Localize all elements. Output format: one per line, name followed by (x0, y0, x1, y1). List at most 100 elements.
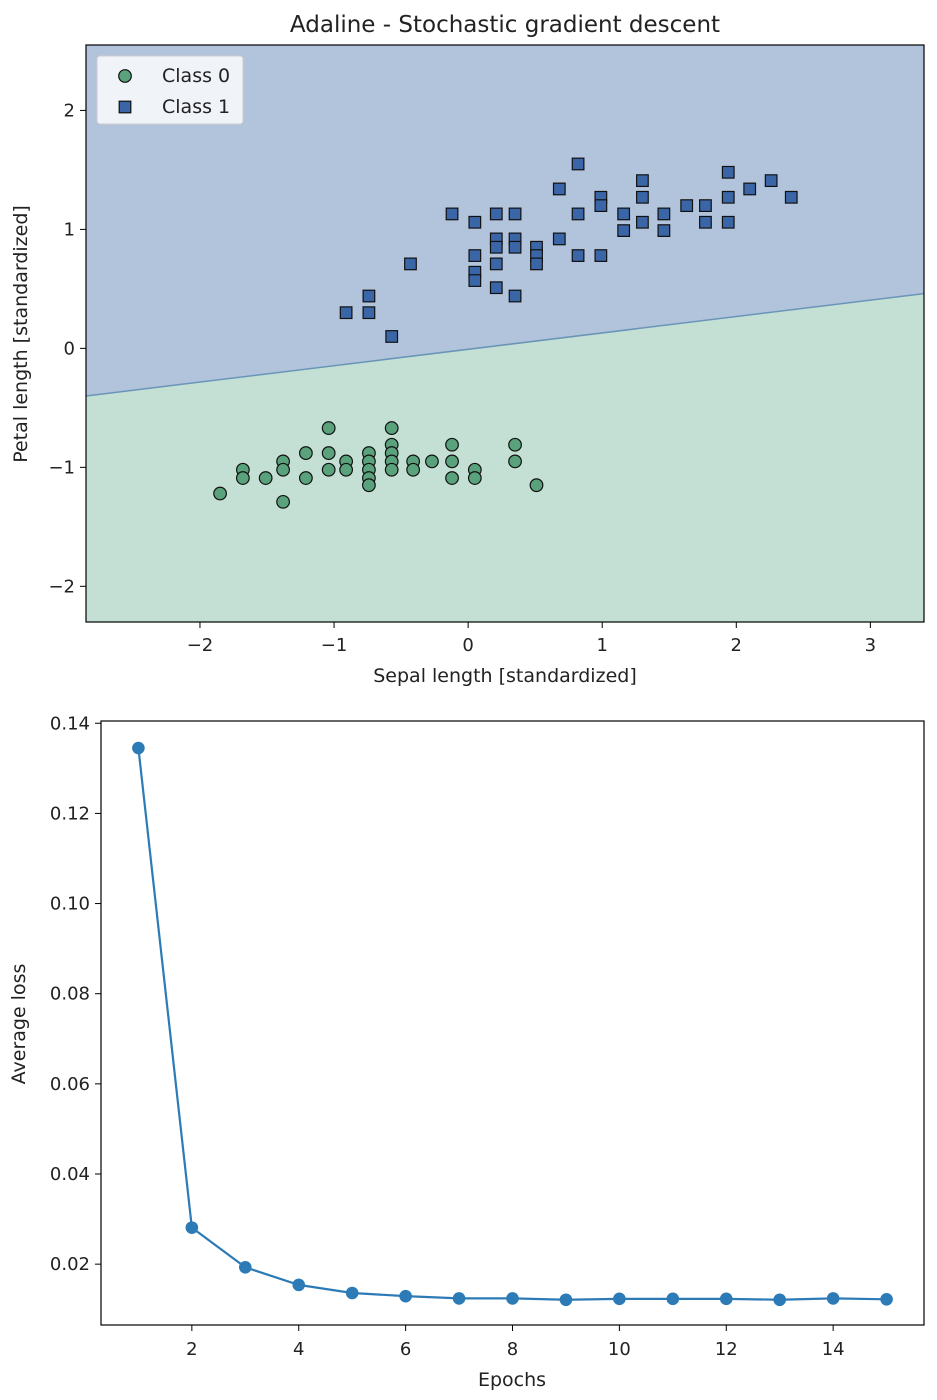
chart1-frame (85, 44, 925, 623)
chart2-xlabel: Epochs (478, 1369, 546, 1391)
region-class-1 (86, 45, 924, 396)
class-1-point (571, 157, 585, 171)
class-1-point (552, 232, 566, 246)
class-1-point (699, 215, 712, 229)
class-0-point (276, 462, 290, 477)
class-1-point (594, 199, 608, 213)
chart2-ytick-label: 0.12 (50, 803, 90, 824)
class-1-point (617, 207, 631, 221)
chart2-ytick-label: 0.04 (50, 1164, 90, 1185)
loss-point (613, 1292, 626, 1306)
loss-point (506, 1292, 519, 1305)
class-1-point (617, 224, 631, 237)
class-1-point (594, 249, 608, 262)
decision-boundary-line (86, 292, 924, 397)
legend-class-0-marker (118, 69, 132, 83)
chart2-frame (100, 720, 925, 1326)
chart1-ytick-label: −1 (48, 457, 75, 478)
chart1-xlabel: Sepal length [standardized] (373, 665, 636, 687)
class-1-point (636, 190, 649, 204)
legend-class-0-label: Class 0 (162, 65, 230, 87)
class-0-point (467, 471, 482, 485)
chart2-plot-area: 2 4 6 8 10 12 14 0.02 0.04 0.06 0.08 0.10 0.12 0.14 (50, 713, 925, 1360)
class-1-point (508, 289, 522, 303)
chart1-legend: Class 0 Class 1 (96, 55, 244, 125)
class-1-point (404, 257, 417, 271)
class-1-point (680, 199, 694, 213)
chart2-xtick-label: 4 (293, 1339, 304, 1360)
loss-point (238, 1261, 252, 1274)
class-0-point (213, 486, 227, 501)
chart1-xtick-label: −2 (187, 635, 214, 656)
class-1-point (362, 289, 376, 303)
chart2-ytick-label: 0.06 (50, 1074, 90, 1095)
legend-class-1-label: Class 1 (162, 96, 230, 118)
loss-point (452, 1292, 466, 1305)
class-1-point (571, 249, 585, 262)
class-0-point (298, 446, 313, 460)
class-1-point (764, 174, 778, 188)
loss-point (719, 1292, 733, 1306)
chart1-ytick-label: 2 (64, 100, 75, 121)
chart1-ylabel: Petal length [standardized] (10, 205, 32, 463)
chart2-ytick-label: 0.14 (50, 713, 90, 734)
class-0-point (362, 478, 376, 493)
chart2-xtick-label: 2 (186, 1339, 197, 1360)
legend-box (96, 55, 244, 125)
class-0-point (529, 478, 544, 493)
class-0-point (508, 437, 522, 452)
class-1-point (657, 207, 671, 221)
class-0-point (235, 471, 250, 485)
class-1-point (489, 281, 503, 295)
class-0-point (321, 462, 336, 477)
class-0-point (298, 471, 313, 485)
chart2-xtick-label: 6 (400, 1339, 411, 1360)
chart1-xtick-label: 1 (596, 635, 607, 656)
class-1-point (657, 224, 671, 237)
class-0-point (508, 454, 522, 469)
class-1-point (530, 257, 543, 271)
class-0-point (258, 471, 273, 485)
class-1-point (468, 249, 482, 262)
class-0-point (406, 462, 421, 477)
class-1-point (445, 207, 459, 221)
loss-point (880, 1293, 893, 1306)
class-1-point (468, 274, 482, 287)
class-1-point (721, 165, 735, 179)
loss-point (292, 1278, 306, 1292)
loss-point (666, 1292, 680, 1306)
class-0-point (384, 462, 399, 477)
chart2-ytick-label: 0.02 (50, 1254, 90, 1275)
chart1-ytick-label: 1 (64, 219, 75, 240)
class-0-point (384, 421, 399, 435)
region-class-0 (86, 293, 924, 622)
class-0-point (445, 471, 459, 485)
chart1-xtick-label: −1 (321, 635, 348, 656)
class-1-point (508, 240, 522, 254)
loss-point (826, 1292, 840, 1305)
class-1-point (721, 190, 735, 204)
chart1-plot-area: −2 −1 0 1 2 3 −2 −1 0 1 2 Class 0 Class 1 (48, 44, 925, 656)
class-1-point (784, 190, 798, 204)
chart1-xtick-label: 0 (462, 635, 473, 656)
class-0-point (445, 437, 459, 452)
loss-point (185, 1221, 199, 1234)
class-1-point (362, 306, 376, 320)
loss-point (399, 1289, 412, 1303)
class-1-point (385, 330, 399, 343)
class-1-point (721, 215, 735, 229)
class-0-point (425, 454, 439, 469)
chart2-ytick-label: 0.08 (50, 984, 90, 1005)
chart1-title: Adaline - Stochastic gradient descent (290, 12, 720, 38)
class-0-point (276, 494, 290, 509)
class-0-point (339, 462, 354, 477)
class-0-point (445, 454, 459, 469)
class-1-point (489, 240, 503, 254)
chart2-xtick-label: 10 (608, 1339, 631, 1360)
class-1-point (339, 306, 353, 320)
class-0-point (321, 446, 336, 460)
loss-point (559, 1293, 573, 1307)
class-1-point (468, 215, 482, 229)
chart2-ytick-label: 0.10 (50, 894, 90, 915)
